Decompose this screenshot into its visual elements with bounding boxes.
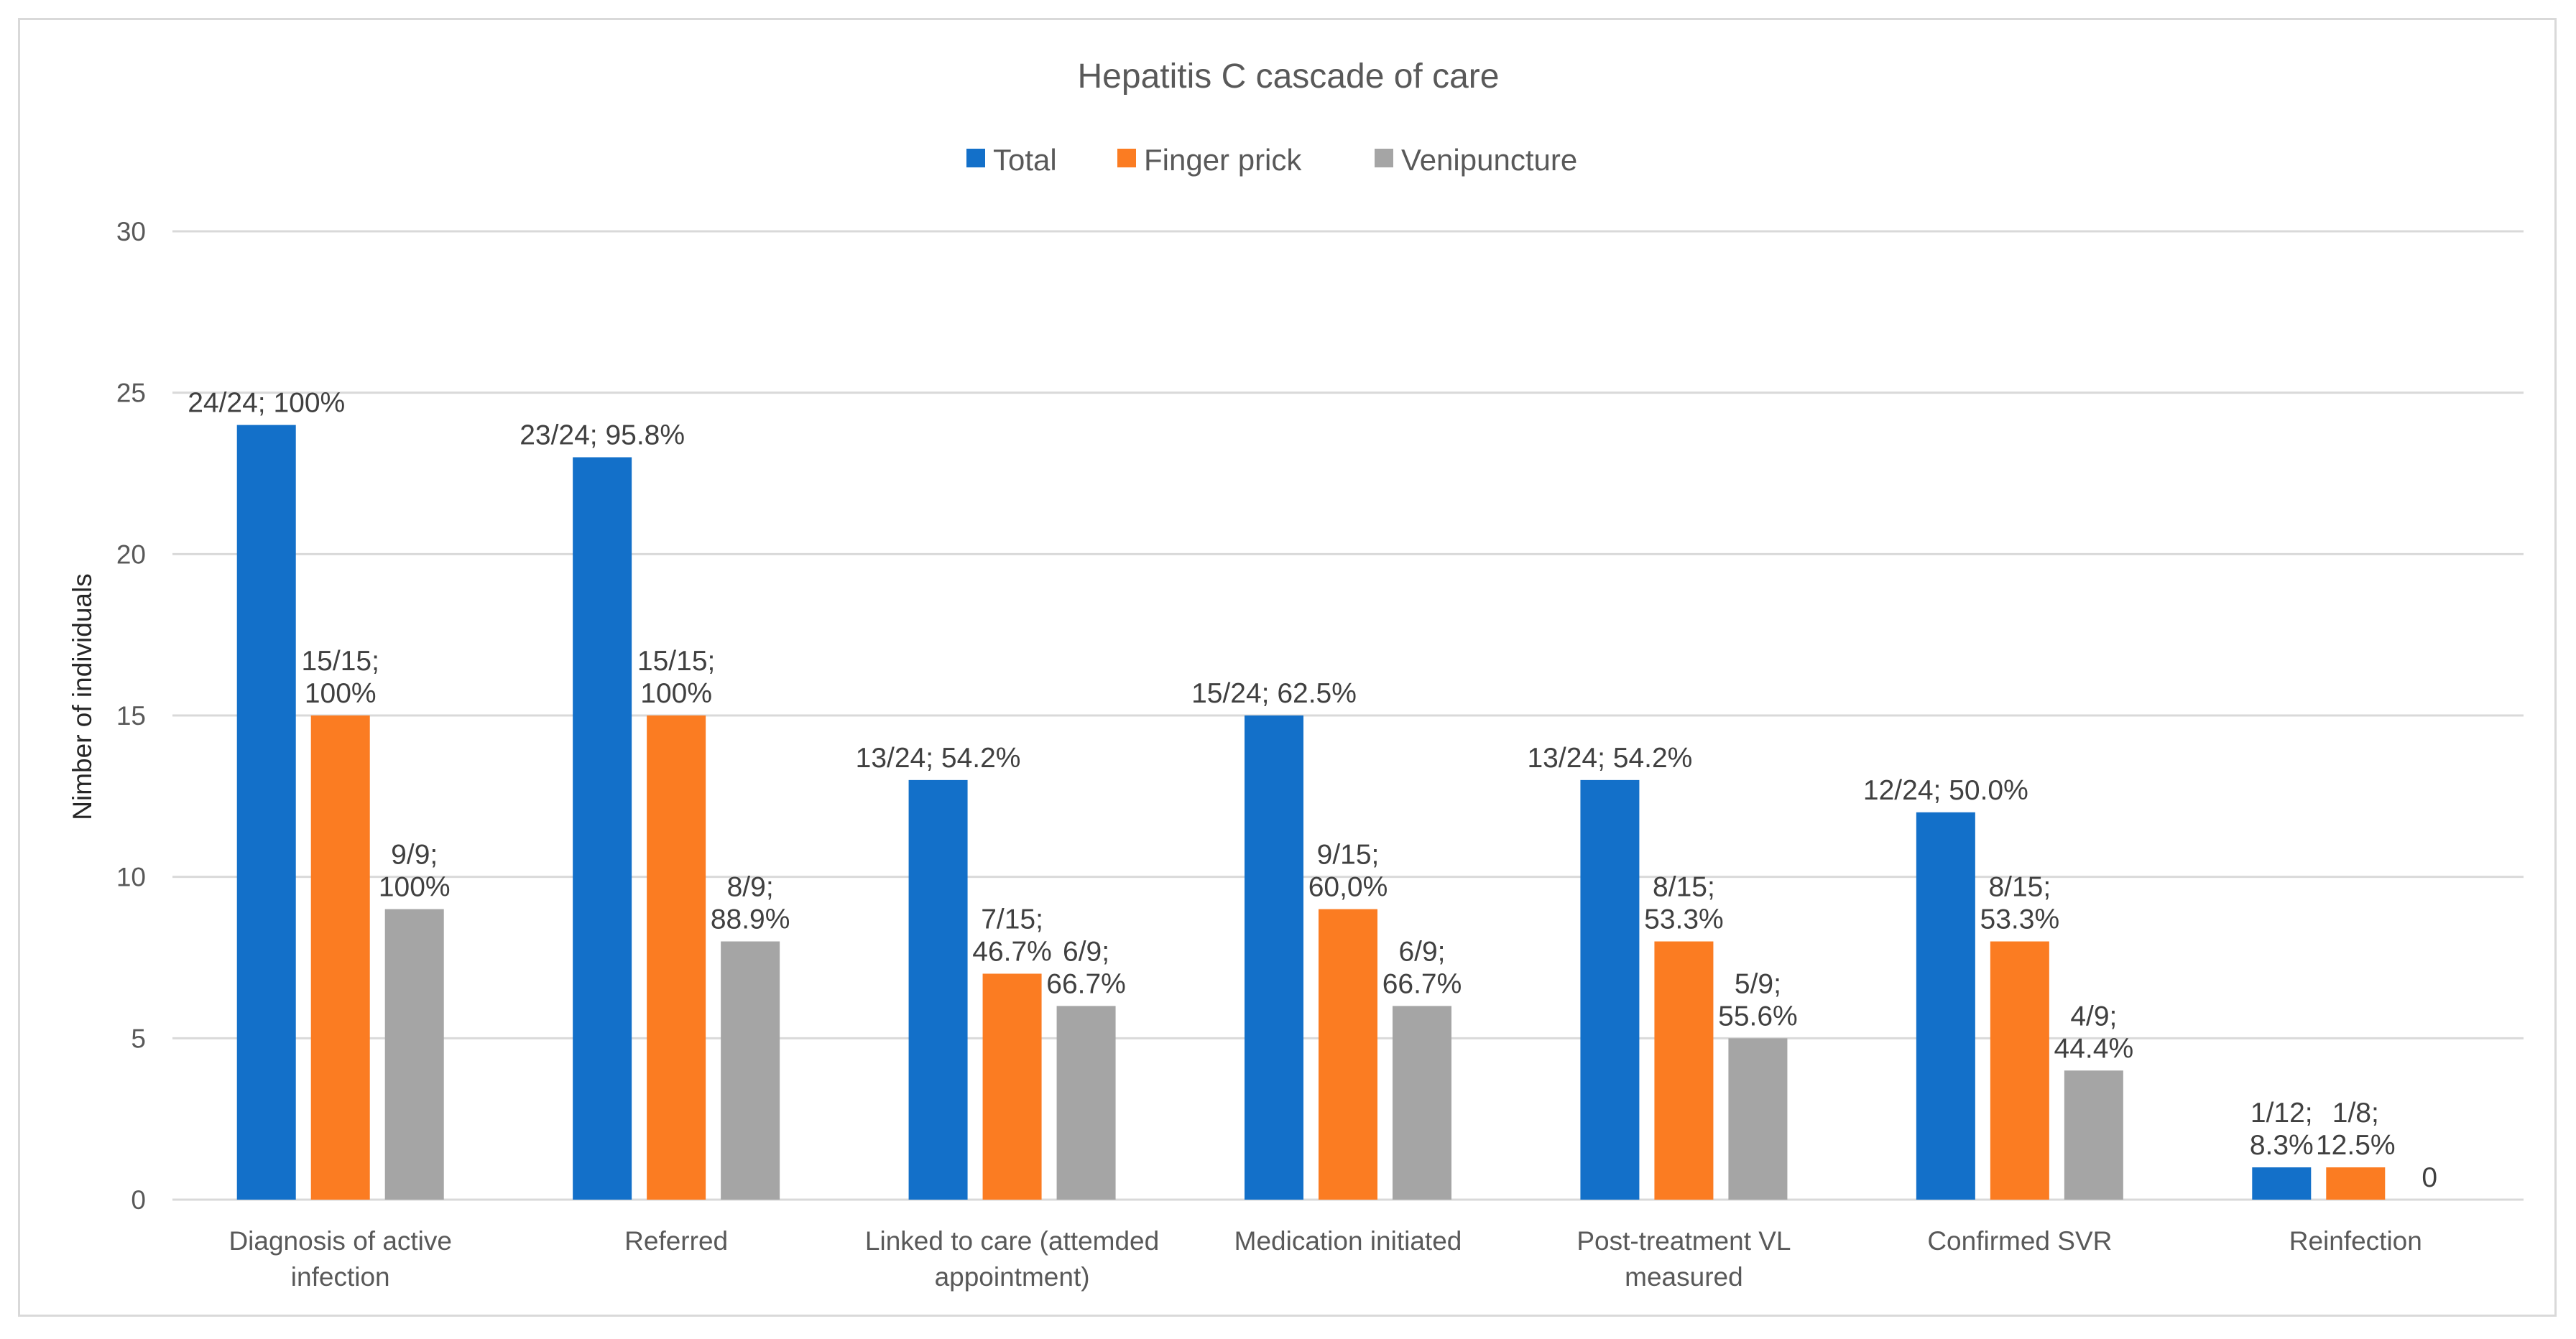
data-label: 1/8; [2332,1098,2379,1129]
legend-label: Finger prick [1144,143,1302,177]
bar [2064,1070,2123,1200]
bar [1056,1006,1116,1200]
x-category-label: appointment) [935,1262,1090,1292]
x-category-label: Medication initiated [1234,1226,1462,1256]
data-label: 6/9; [1398,936,1445,967]
x-category-label: measured [1625,1262,1743,1292]
bar [573,457,632,1200]
bar [1654,941,1714,1200]
y-tick-label: 30 [116,217,146,246]
chart-title: Hepatitis C cascade of care [1078,57,1500,96]
legend-label: Total [993,143,1057,177]
data-label: 100% [305,678,377,709]
bar [1319,909,1377,1200]
bar [1728,1038,1788,1200]
data-label: 53.3% [1980,904,2060,935]
data-label: 8/9; [727,872,774,903]
x-category-label: Linked to care (attemded [865,1226,1159,1256]
data-label: 8/15; [1653,872,1715,903]
data-label: 55.6% [1718,1001,1798,1032]
data-label: 6/9; [1063,936,1109,967]
bar [721,941,780,1200]
legend-swatch [966,149,985,167]
bar [1916,812,1975,1200]
data-label: 15/15; [637,646,715,677]
bar [1580,779,1640,1200]
data-label: 66.7% [1046,968,1126,999]
data-label: 8/15; [1988,872,2051,903]
data-label: 100% [379,872,451,903]
bar [384,909,444,1200]
data-label: 12.5% [2316,1130,2396,1161]
legend-label: Venipuncture [1401,143,1577,177]
y-tick-label: 15 [116,701,146,731]
y-axis-title: Nimber of individuals [68,573,97,820]
x-category-label: Referred [624,1226,728,1256]
data-label: 5/9; [1735,968,1781,999]
y-axis-ticks: 0 5 10 15 20 25 30 [116,217,146,1215]
y-tick-label: 0 [131,1185,146,1215]
data-label: 60,0% [1308,872,1388,903]
data-label: 15/24; 62.5% [1191,678,1357,709]
data-label: 8.3% [2250,1130,2314,1161]
bar [1245,715,1303,1200]
bar [908,779,968,1200]
data-label: 13/24; 54.2% [1527,743,1692,774]
bars [236,425,2386,1200]
bar [236,425,296,1200]
data-label: 9/15; [1317,840,1380,871]
data-label: 88.9% [711,904,790,935]
data-label: 66.7% [1382,968,1462,999]
x-category-label: infection [291,1262,390,1292]
data-label: 12/24; 50.0% [1863,775,2028,806]
category-labels: Diagnosis of active infection Referred Link… [228,1226,2422,1292]
data-label: 7/15; [981,904,1043,935]
legend: Total Finger prick Venipuncture [966,143,1577,177]
x-category-label: Confirmed SVR [1927,1226,2112,1256]
data-label: 0 [2422,1162,2437,1193]
data-label: 23/24; 95.8% [520,420,685,451]
data-label: 4/9; [2070,1001,2117,1032]
y-tick-label: 20 [116,539,146,569]
data-label: 15/15; [301,646,379,677]
x-category-label: Post-treatment VL [1576,1226,1791,1256]
legend-swatch [1375,149,1393,167]
data-label: 44.4% [2054,1033,2134,1064]
legend-swatch [1117,149,1136,167]
x-category-label: Diagnosis of active [228,1226,452,1256]
bar [2326,1167,2386,1200]
bar [310,715,370,1200]
bar [1393,1006,1451,1200]
bar [647,715,706,1200]
data-label: 53.3% [1644,904,1724,935]
data-label: 9/9; [391,840,438,871]
data-label: 46.7% [972,936,1052,967]
data-label: 24/24; 100% [188,388,345,419]
gridlines [172,230,2524,1201]
bar [2252,1167,2312,1200]
y-tick-label: 25 [116,379,146,408]
data-label: 100% [640,678,712,709]
data-label: 13/24; 54.2% [856,743,1021,774]
data-labels: 24/24; 100%15/15;100%9/9;100%23/24; 95.8… [188,388,2437,1193]
x-category-label: Reinfection [2289,1226,2422,1256]
y-tick-label: 5 [131,1024,146,1053]
bar [982,973,1042,1200]
data-label: 1/12; [2250,1098,2313,1129]
bar [1990,941,2049,1200]
y-tick-label: 10 [116,863,146,892]
